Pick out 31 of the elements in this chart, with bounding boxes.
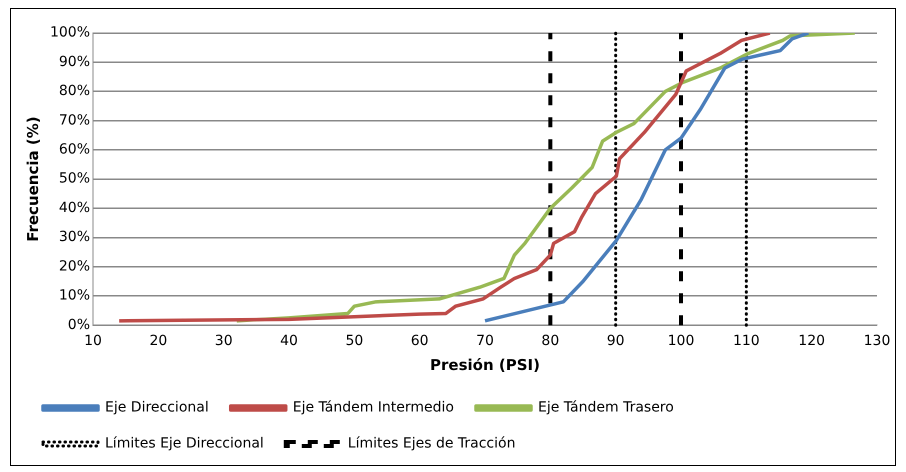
legend-label: Eje Direccional	[105, 400, 209, 416]
y-tick-label: 40%	[58, 200, 90, 216]
legend-label: Eje Tándem Trasero	[538, 400, 674, 416]
y-tick-label: 80%	[58, 83, 90, 100]
x-tick-label: 70	[476, 333, 494, 350]
y-axis-title: Frecuencia (%)	[24, 116, 42, 242]
legend-label: Eje Tándem Intermedio	[292, 400, 454, 416]
x-tick-label: 130	[864, 333, 890, 350]
y-tick-label: 0%	[68, 316, 90, 333]
x-tick-label: 10	[84, 333, 102, 350]
x-tick-label: 120	[798, 333, 826, 350]
x-tick-label: 80	[541, 333, 560, 350]
x-tick-label: 50	[345, 333, 364, 350]
y-tick-label: 20%	[58, 258, 90, 274]
x-tick-label: 60	[410, 333, 429, 350]
x-tick-label: 110	[732, 333, 760, 350]
y-tick-label: 100%	[50, 24, 90, 41]
x-tick-label: 100	[668, 333, 694, 350]
y-tick-label: 90%	[58, 54, 90, 70]
y-tick-label: 10%	[58, 288, 90, 304]
y-tick-label: 70%	[58, 112, 90, 128]
x-tick-label: 20	[149, 333, 168, 350]
x-axis-title: Presión (PSI)	[430, 356, 540, 374]
y-tick-label: 30%	[58, 229, 90, 246]
x-tick-label: 40	[280, 333, 298, 350]
x-tick-label: 90	[606, 333, 625, 350]
legend-label: Límites Ejes de Tracción	[348, 436, 516, 452]
x-tick-label: 30	[214, 333, 233, 350]
legend-label: Límites Eje Direccional	[105, 436, 264, 452]
y-tick-label: 50%	[58, 170, 90, 187]
y-tick-label: 60%	[58, 142, 90, 158]
